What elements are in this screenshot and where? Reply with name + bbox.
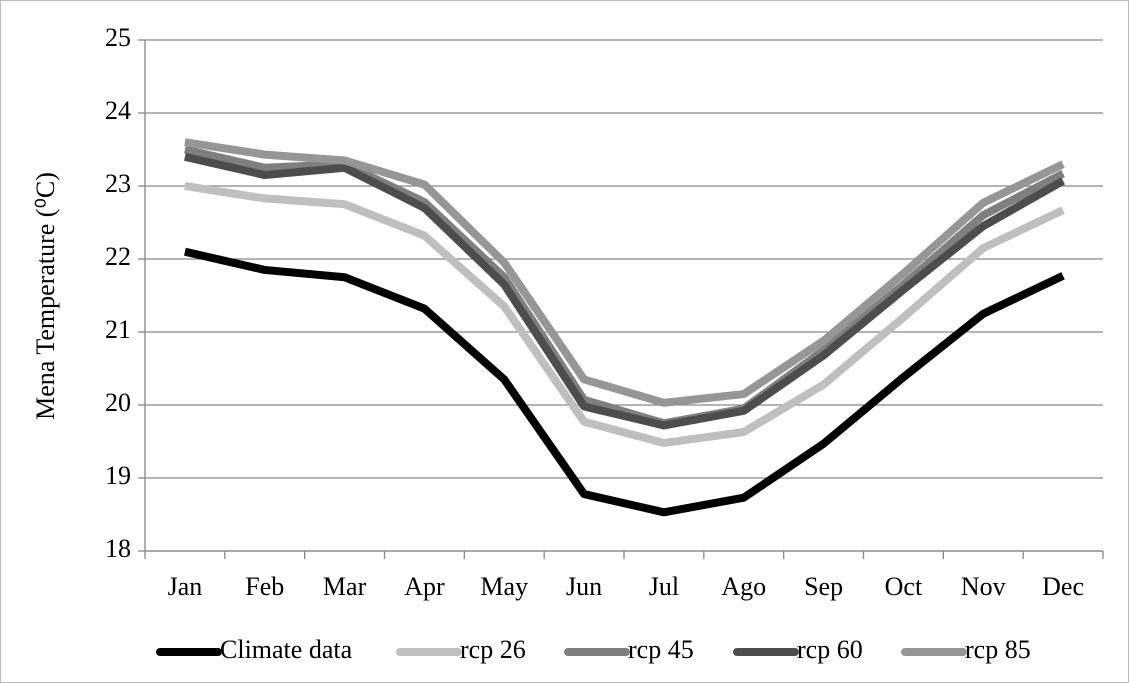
y-tick-label: 20 <box>105 388 131 417</box>
legend-label: rcp 85 <box>965 635 1031 664</box>
x-tick-label: Mar <box>323 572 367 601</box>
x-tick-label: Jun <box>566 572 602 601</box>
y-tick-label: 24 <box>105 96 131 125</box>
legend-label: rcp 45 <box>628 635 694 664</box>
x-tick-label: Apr <box>404 572 445 601</box>
series-line <box>184 152 1066 430</box>
y-tick-label: 21 <box>105 315 131 344</box>
series-line <box>184 138 1065 407</box>
x-tick-label: Sep <box>804 572 843 601</box>
series-line <box>184 182 1065 447</box>
y-tick-label: 19 <box>105 461 131 490</box>
x-tick-label: Dec <box>1042 572 1084 601</box>
y-tick-label: 23 <box>105 169 131 198</box>
x-tick-label: Ago <box>721 572 766 601</box>
series-line <box>184 145 1065 428</box>
y-tick-label: 18 <box>105 534 131 563</box>
x-tick-label: Oct <box>885 572 923 601</box>
x-tick-label: Jan <box>168 572 203 601</box>
x-tick-label: Jul <box>649 572 679 601</box>
series-line <box>184 247 1065 517</box>
y-axis-label: Mena Temperature (⁰C) <box>31 172 60 420</box>
legend-label: Climate data <box>220 635 353 664</box>
legend-label: rcp 26 <box>460 635 526 664</box>
y-tick-label: 22 <box>105 242 131 271</box>
x-tick-label: May <box>480 572 528 601</box>
x-tick-label: Nov <box>961 572 1006 601</box>
x-tick-label: Feb <box>245 572 284 601</box>
legend-label: rcp 60 <box>797 635 863 664</box>
y-tick-label: 25 <box>105 23 131 52</box>
